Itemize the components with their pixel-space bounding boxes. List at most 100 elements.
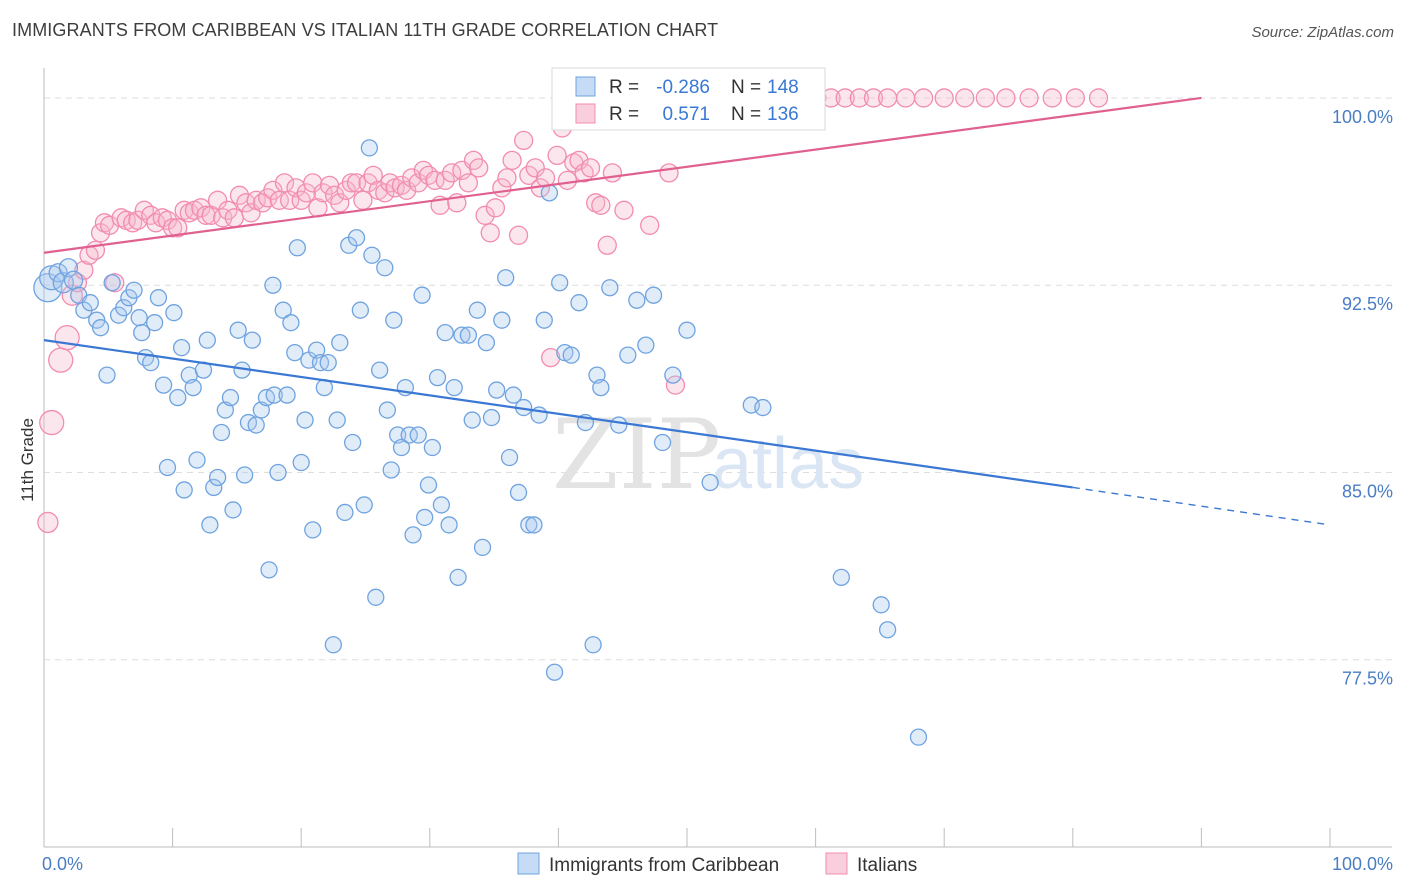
italians-point-30 — [207, 190, 228, 210]
caribbean-point-108 — [497, 269, 515, 287]
caribbean-point-93 — [428, 368, 447, 387]
italians-point-124 — [877, 88, 898, 108]
caribbean-point-45 — [243, 331, 261, 349]
italians-point-97 — [580, 158, 601, 178]
stats-legend: R = -0.286 N = 148 R = 0.571 N = 136 — [551, 67, 826, 131]
trend-line-italians — [43, 96, 1202, 254]
italians-point-13 — [111, 208, 131, 228]
caribbean-point-55 — [282, 314, 300, 332]
caribbean-point-130 — [628, 291, 646, 309]
italians-point-4 — [61, 284, 83, 306]
chart-title: IMMIGRANTS FROM CARIBBEAN VS ITALIAN 11T… — [12, 20, 719, 40]
caribbean-point-61 — [304, 521, 322, 539]
caribbean-point-11 — [98, 366, 116, 384]
italians-point-49 — [313, 183, 333, 203]
italians-point-108 — [659, 163, 679, 183]
caribbean-point-110 — [504, 386, 523, 404]
italians-point-75 — [458, 173, 479, 193]
caribbean-point-124 — [584, 636, 602, 654]
caribbean-point-23 — [154, 376, 173, 394]
caribbean-point-68 — [331, 333, 349, 352]
caribbean-point-101 — [463, 411, 481, 429]
italians-point-2 — [48, 347, 74, 373]
caribbean-point-86 — [400, 426, 418, 444]
italians-point-60 — [375, 183, 395, 203]
series-italians — [37, 88, 1109, 534]
caribbean-point-65 — [319, 353, 337, 372]
caribbean-point-82 — [385, 311, 403, 329]
italians-point-71 — [435, 170, 455, 191]
caribbean-point-88 — [409, 426, 427, 444]
bottom-legend: Immigrants from Caribbean Italians — [517, 852, 917, 876]
italians-point-100 — [597, 235, 617, 255]
caribbean-point-22 — [149, 289, 168, 307]
caribbean-point-4 — [58, 258, 79, 278]
caribbean-point-31 — [188, 451, 206, 469]
caribbean-point-53 — [274, 301, 292, 319]
italians-point-89 — [535, 168, 556, 188]
caribbean-point-89 — [413, 286, 431, 304]
caribbean-point-16 — [125, 281, 143, 299]
caribbean-point-56 — [286, 343, 304, 362]
caribbean-point-97 — [445, 378, 463, 397]
caribbean-point-131 — [637, 336, 655, 354]
italians-point-40 — [263, 180, 283, 200]
y-axis-title: 11th Grade — [18, 418, 37, 502]
italians-point-28 — [196, 205, 216, 225]
caribbean-point-73 — [351, 301, 370, 319]
watermark-atlas: atlas — [712, 424, 864, 504]
caribbean-point-98 — [449, 568, 467, 586]
caribbean-point-33 — [198, 331, 216, 349]
italians-point-131 — [1019, 88, 1039, 108]
italians-point-80 — [485, 198, 506, 218]
caribbean-point-8 — [81, 294, 99, 312]
caribbean-point-103 — [473, 538, 492, 557]
italians-point-3 — [54, 325, 80, 351]
caribbean-point-2 — [48, 263, 68, 283]
stats-legend-box — [551, 67, 826, 131]
caribbean-point-59 — [296, 411, 314, 429]
italians-point-41 — [269, 190, 289, 210]
italians-point-132 — [1042, 88, 1062, 108]
caribbean-point-37 — [212, 423, 231, 442]
stats-blue-r-label: R = — [609, 77, 639, 98]
italians-point-78 — [475, 205, 495, 225]
caribbean-point-118 — [545, 663, 564, 681]
italians-point-83 — [502, 150, 522, 171]
italians-point-20 — [152, 208, 172, 228]
legend-italians-swatch — [825, 852, 848, 875]
caribbean-point-78 — [370, 361, 389, 379]
italians-point-23 — [168, 218, 188, 238]
caribbean-point-50 — [264, 276, 282, 294]
caribbean-point-58 — [292, 453, 310, 472]
caribbean-point-10 — [91, 319, 110, 337]
caribbean-point-54 — [278, 386, 296, 404]
caribbean-point-75 — [360, 139, 379, 157]
legend-caribbean-swatch — [517, 852, 540, 875]
italians-point-123 — [863, 88, 884, 108]
italians-point-91 — [547, 145, 567, 166]
italians-point-66 — [408, 173, 428, 193]
caribbean-point-34 — [201, 516, 219, 534]
italians-point-90 — [541, 347, 561, 368]
caribbean-point-96 — [440, 516, 458, 534]
italians-point-82 — [497, 168, 517, 188]
caribbean-point-79 — [376, 259, 394, 277]
caribbean-point-134 — [664, 366, 682, 384]
caribbean-point-43 — [235, 466, 254, 484]
caribbean-point-104 — [477, 333, 496, 352]
x-tick-label-min: 0.0% — [42, 854, 83, 874]
caribbean-point-14 — [115, 299, 133, 317]
caribbean-point-51 — [265, 386, 283, 404]
caribbean-point-25 — [165, 304, 183, 322]
caribbean-point-117 — [540, 184, 559, 202]
caribbean-point-129 — [619, 346, 637, 364]
caribbean-point-36 — [208, 468, 227, 487]
stats-pink-r-label: R = — [609, 104, 639, 125]
italians-point-1 — [39, 409, 65, 436]
italians-point-130 — [996, 88, 1016, 108]
caribbean-point-69 — [336, 503, 354, 522]
italians-point-56 — [353, 190, 373, 210]
caribbean-point-52 — [269, 463, 287, 482]
italians-point-109 — [665, 375, 686, 395]
